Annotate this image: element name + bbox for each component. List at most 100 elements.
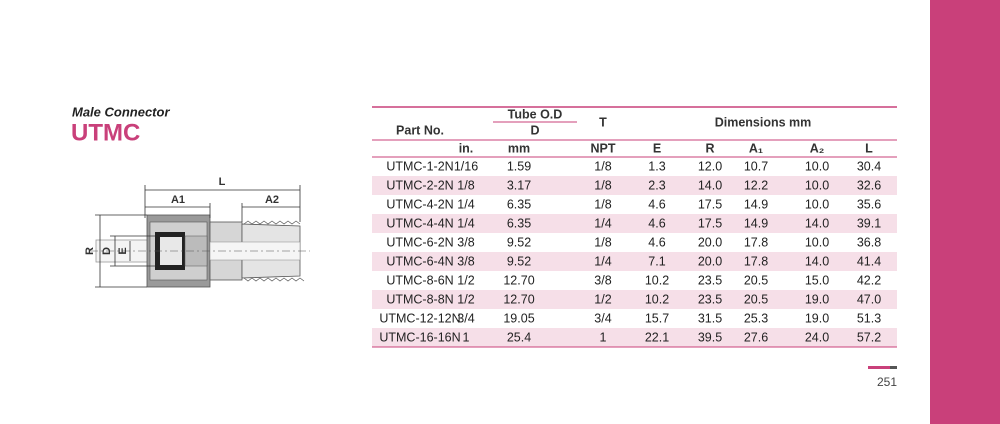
- table-cell: 1: [600, 330, 607, 344]
- title: UTMC: [71, 119, 140, 146]
- table-cell: 1.3: [648, 159, 665, 173]
- table-cell: 23.5: [698, 292, 722, 306]
- table-cell: 35.6: [857, 197, 881, 211]
- table-cell: 3/4: [594, 311, 611, 325]
- table-cell: 20.5: [744, 273, 768, 287]
- table-cell: 10.0: [805, 159, 829, 173]
- table-cell: 12.70: [503, 273, 534, 287]
- table-cell: UTMC-16-16N: [379, 330, 460, 344]
- table-cell: 1: [463, 330, 470, 344]
- column-header: A₂: [810, 141, 825, 155]
- page-marker: [868, 366, 890, 369]
- table-cell: 15.7: [645, 311, 669, 325]
- table-cell: 17.5: [698, 216, 722, 230]
- table-cell: 1/4: [594, 216, 611, 230]
- table-cell: 19.0: [805, 292, 829, 306]
- table-cell: 14.0: [805, 216, 829, 230]
- table-cell: 1.59: [507, 159, 531, 173]
- header-cell: Part No.: [396, 123, 444, 137]
- subtitle: Male Connector: [72, 104, 170, 119]
- header-cell: Dimensions mm: [715, 115, 812, 129]
- table-cell: 12.0: [698, 159, 722, 173]
- table-cell: 1/8: [594, 235, 611, 249]
- table-cell: 15.0: [805, 273, 829, 287]
- table-cell: 51.3: [857, 311, 881, 325]
- table-cell: 42.2: [857, 273, 881, 287]
- table-cell: UTMC-4-2N: [386, 197, 453, 211]
- header-cell: Tube O.D: [508, 107, 563, 121]
- dim-label: A2: [265, 194, 279, 206]
- column-header: mm: [508, 141, 530, 155]
- spec-table: Part No. Tube O.D D T Dimensions mm in. m…: [372, 106, 897, 348]
- page-marker: [890, 366, 897, 369]
- row-band: [372, 176, 897, 195]
- table-cell: 20.5: [744, 292, 768, 306]
- table-cell: 20.0: [698, 235, 722, 249]
- table-cell: 1/16: [454, 159, 478, 173]
- table-cell: 25.3: [744, 311, 768, 325]
- row-band: [372, 252, 897, 271]
- table-cell: 19.05: [503, 311, 534, 325]
- table-cell: UTMC-8-6N: [386, 273, 453, 287]
- table-cell: 25.4: [507, 330, 531, 344]
- dim-label: E: [117, 247, 129, 254]
- table-cell: 4.6: [648, 235, 665, 249]
- column-header: R: [705, 141, 714, 155]
- dim-label: R: [84, 247, 96, 255]
- table-cell: 9.52: [507, 235, 531, 249]
- table-cell: 1/8: [594, 159, 611, 173]
- column-header: A₁: [749, 141, 763, 155]
- table-cell: 1/8: [594, 178, 611, 192]
- table-cell: 19.0: [805, 311, 829, 325]
- table-cell: 1/8: [594, 197, 611, 211]
- table-cell: 24.0: [805, 330, 829, 344]
- table-cell: 4.6: [648, 197, 665, 211]
- table-cell: 12.2: [744, 178, 768, 192]
- table-cell: UTMC-6-4N: [386, 254, 453, 268]
- table-cell: 14.9: [744, 197, 768, 211]
- table-cell: UTMC-6-2N: [386, 235, 453, 249]
- table-cell: UTMC-4-4N: [386, 216, 453, 230]
- table-cell: 17.5: [698, 197, 722, 211]
- table-cell: 17.8: [744, 235, 768, 249]
- table-cell: 22.1: [645, 330, 669, 344]
- header-cell: T: [599, 115, 607, 129]
- table-cell: 3/8: [457, 235, 474, 249]
- row-band: [372, 214, 897, 233]
- table-cell: 1/4: [457, 197, 474, 211]
- table-cell: 3/8: [457, 254, 474, 268]
- table-cell: 9.52: [507, 254, 531, 268]
- table-cell: 57.2: [857, 330, 881, 344]
- table-cell: 1/2: [457, 292, 474, 306]
- table-cell: 10.0: [805, 197, 829, 211]
- side-bar: [930, 0, 1000, 424]
- row-band: [372, 290, 897, 309]
- table-cell: 14.9: [744, 216, 768, 230]
- dim-label: A1: [171, 194, 185, 206]
- table-cell: 6.35: [507, 197, 531, 211]
- table-cell: 7.1: [648, 254, 665, 268]
- table-cell: 3/4: [457, 311, 474, 325]
- table-cell: 27.6: [744, 330, 768, 344]
- table-cell: 39.1: [857, 216, 881, 230]
- column-header: L: [865, 141, 873, 155]
- column-header: NPT: [591, 141, 616, 155]
- table-cell: 47.0: [857, 292, 881, 306]
- table-cell: 10.2: [645, 292, 669, 306]
- table-cell: 2.3: [648, 178, 665, 192]
- table-cell: 30.4: [857, 159, 881, 173]
- dim-label: D: [101, 247, 113, 255]
- table-cell: 1/2: [594, 292, 611, 306]
- table-cell: 1/4: [594, 254, 611, 268]
- table-cell: 17.8: [744, 254, 768, 268]
- table-cell: 23.5: [698, 273, 722, 287]
- table-cell: 1/4: [457, 216, 474, 230]
- table-cell: 1/8: [457, 178, 474, 192]
- page-number: 251: [877, 375, 897, 389]
- row-band: [372, 328, 897, 347]
- fitting-diagram: [90, 185, 310, 288]
- header-cell: D: [530, 123, 539, 137]
- table-cell: 10.7: [744, 159, 768, 173]
- dim-label: L: [219, 176, 226, 188]
